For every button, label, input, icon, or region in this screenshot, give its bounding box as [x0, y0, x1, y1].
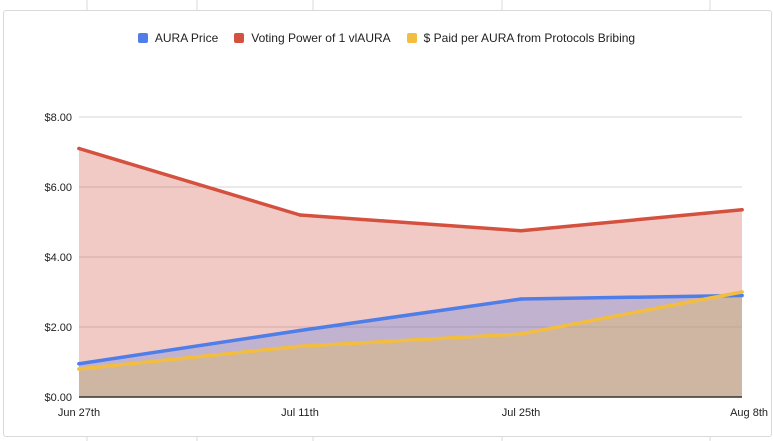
legend-label-paid-per-aura: $ Paid per AURA from Protocols Bribing — [423, 31, 636, 45]
point-paid-per-aura-from-protocols-bribing-2 — [519, 332, 523, 336]
y-tick-label-3: $6.00 — [44, 182, 72, 194]
area-voting-power-of-1-vlaura — [79, 148, 742, 397]
point-paid-per-aura-from-protocols-bribing-3 — [740, 290, 744, 294]
line-voting-power-of-1-vlaura — [77, 146, 744, 233]
legend-swatch-voting-power — [234, 33, 245, 43]
y-tick-label-2: $4.00 — [44, 252, 72, 264]
y-tick-label-0: $0.00 — [44, 392, 72, 404]
y-tick-label-1: $2.00 — [44, 322, 72, 334]
chart-card — [3, 10, 772, 437]
line-paid-per-aura-from-protocols-bribing — [77, 290, 744, 371]
legend-label-aura-price: AURA Price — [154, 31, 219, 45]
legend-item-paid-per-aura: $ Paid per AURA from Protocols Bribing — [406, 31, 636, 45]
chart-legend: AURA Price Voting Power of 1 vlAURA $ Pa… — [0, 31, 773, 45]
legend-item-aura-price: AURA Price — [137, 31, 219, 45]
legend-label-voting-power: Voting Power of 1 vlAURA — [251, 31, 391, 45]
point-aura-price-2 — [519, 297, 523, 301]
point-paid-per-aura-from-protocols-bribing-0 — [77, 367, 81, 371]
point-aura-price-3 — [740, 293, 744, 298]
x-tick-label-jul-25th: Jul 25th — [502, 407, 541, 419]
point-voting-power-of-1-vlaura-2 — [519, 228, 523, 233]
line-aura-price — [77, 293, 744, 366]
area-aura-price — [79, 295, 742, 397]
x-tick-label-jun-27th: Jun 27th — [58, 407, 100, 419]
point-aura-price-0 — [77, 361, 81, 366]
x-tick-label-aug-8th: Aug 8th — [730, 407, 768, 419]
x-tick-label-jul-11th: Jul 11th — [281, 407, 319, 419]
point-voting-power-of-1-vlaura-1 — [298, 213, 302, 217]
area-paid-per-aura-from-protocols-bribing — [79, 292, 742, 397]
legend-swatch-paid-per-aura — [406, 33, 417, 43]
legend-swatch-aura-price — [137, 33, 148, 43]
point-voting-power-of-1-vlaura-0 — [77, 146, 81, 151]
point-voting-power-of-1-vlaura-3 — [740, 207, 744, 212]
legend-item-voting-power: Voting Power of 1 vlAURA — [234, 31, 391, 45]
point-paid-per-aura-from-protocols-bribing-1 — [298, 344, 302, 349]
y-tick-label-4: $8.00 — [44, 112, 72, 124]
point-aura-price-1 — [298, 328, 302, 333]
